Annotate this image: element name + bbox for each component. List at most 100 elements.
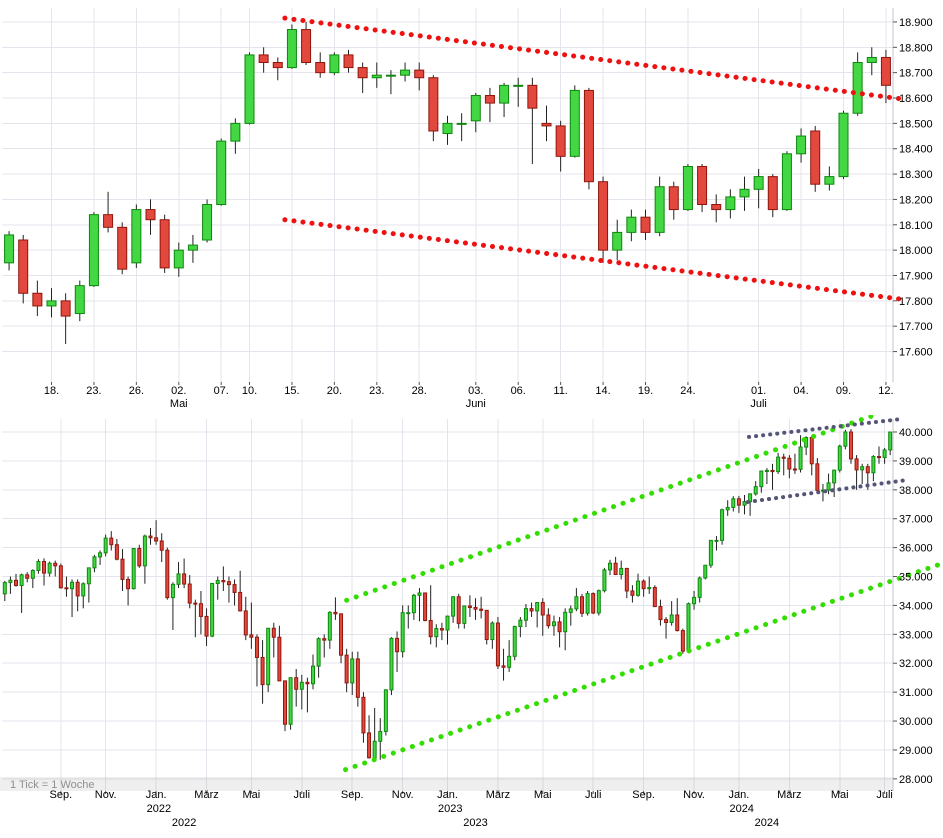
candle <box>479 596 484 619</box>
candle <box>456 593 461 629</box>
candle <box>563 608 568 651</box>
candle <box>668 181 679 220</box>
y-axis-tick-label: 40.000 <box>899 427 933 439</box>
candle <box>568 605 573 626</box>
candle <box>148 527 153 545</box>
candle <box>608 559 613 576</box>
candle <box>764 468 769 485</box>
candle <box>4 231 15 271</box>
candle <box>456 113 467 142</box>
candle <box>523 603 528 628</box>
candle <box>439 622 444 641</box>
candle <box>137 544 142 568</box>
candle <box>630 585 635 603</box>
x-axis-tick-label: 11. <box>553 385 567 397</box>
candle <box>316 637 321 678</box>
candle <box>647 576 652 594</box>
candle <box>860 463 865 485</box>
candle <box>824 166 835 191</box>
candle <box>540 598 545 636</box>
x-axis-tick-label: 12. <box>878 385 893 397</box>
candle <box>238 570 243 612</box>
candle <box>626 209 637 242</box>
candle <box>2 580 7 602</box>
candle <box>406 605 411 629</box>
candle <box>417 588 422 622</box>
candle <box>470 92 481 133</box>
candle <box>798 435 803 473</box>
candle <box>866 47 877 76</box>
candle <box>120 549 125 591</box>
candle <box>301 21 312 66</box>
candle <box>47 561 52 577</box>
candle <box>329 52 340 76</box>
candle <box>159 533 164 563</box>
candle <box>333 597 338 620</box>
candle <box>299 674 304 710</box>
candle <box>126 576 131 606</box>
candle <box>8 576 13 594</box>
y-axis-tick-label: 17.900 <box>899 271 933 283</box>
candle <box>596 589 601 616</box>
x-axis-tick-label: Mai <box>831 789 849 801</box>
candle <box>714 536 719 551</box>
x-axis-tick-label: 14. <box>595 385 610 397</box>
candle <box>86 567 91 603</box>
candles <box>2 429 893 762</box>
candle <box>658 599 663 626</box>
x-axis-tick-label: 09. <box>836 385 851 397</box>
candle <box>796 128 807 163</box>
candle <box>344 648 349 693</box>
candle <box>305 677 310 713</box>
candle <box>64 576 69 597</box>
candle <box>837 444 842 473</box>
candle <box>53 560 58 577</box>
candle <box>165 547 170 600</box>
candle <box>815 458 820 493</box>
candle <box>654 176 665 237</box>
candle <box>109 531 114 551</box>
candle <box>286 24 297 69</box>
candle <box>277 625 282 682</box>
axis-labels: 17.60017.70017.80017.90018.00018.10018.2… <box>44 8 933 410</box>
gridlines <box>2 419 893 791</box>
candle <box>258 47 269 73</box>
candle <box>423 592 428 622</box>
x-axis-tick-label: 03. <box>468 385 483 397</box>
candle <box>428 585 433 645</box>
candle <box>624 567 629 599</box>
candle <box>142 534 147 584</box>
candle <box>776 452 781 474</box>
axis-labels: 28.000 29.000 30.000 31.000 32.000 33.000 34.0… <box>50 419 933 829</box>
candle <box>74 280 85 322</box>
x-axis-year-label: 2023 <box>438 803 462 815</box>
candle <box>826 473 831 495</box>
x-axis-tick-label: 20. <box>327 385 342 397</box>
candle <box>495 616 500 670</box>
candle <box>170 582 175 631</box>
x-axis-year-label: 2024 <box>755 817 779 829</box>
x-axis-tick-label: März <box>194 789 218 801</box>
candle <box>513 77 524 107</box>
y-axis-tick-label: 35.000 <box>899 572 933 584</box>
gridlines <box>2 8 893 382</box>
x-axis-tick-label: 01. <box>751 385 766 397</box>
candle <box>810 125 821 192</box>
candle <box>767 174 778 218</box>
candle <box>541 105 552 142</box>
candle <box>739 176 750 211</box>
candle <box>271 622 276 658</box>
candle <box>176 562 181 589</box>
candle <box>428 75 439 142</box>
daily-chart-panel: 17.600 17.700 17.800 17.900 18.000 18.100 18.2… <box>0 0 943 413</box>
candle <box>871 455 876 482</box>
x-axis-tick-label: 23. <box>369 385 384 397</box>
candle <box>434 624 439 648</box>
y-axis-tick-label: 37.000 <box>899 514 933 526</box>
candle <box>742 495 747 515</box>
trendline <box>745 477 910 504</box>
candle <box>697 576 702 603</box>
trendline <box>343 562 941 773</box>
candle <box>711 194 722 223</box>
candle <box>669 601 674 626</box>
